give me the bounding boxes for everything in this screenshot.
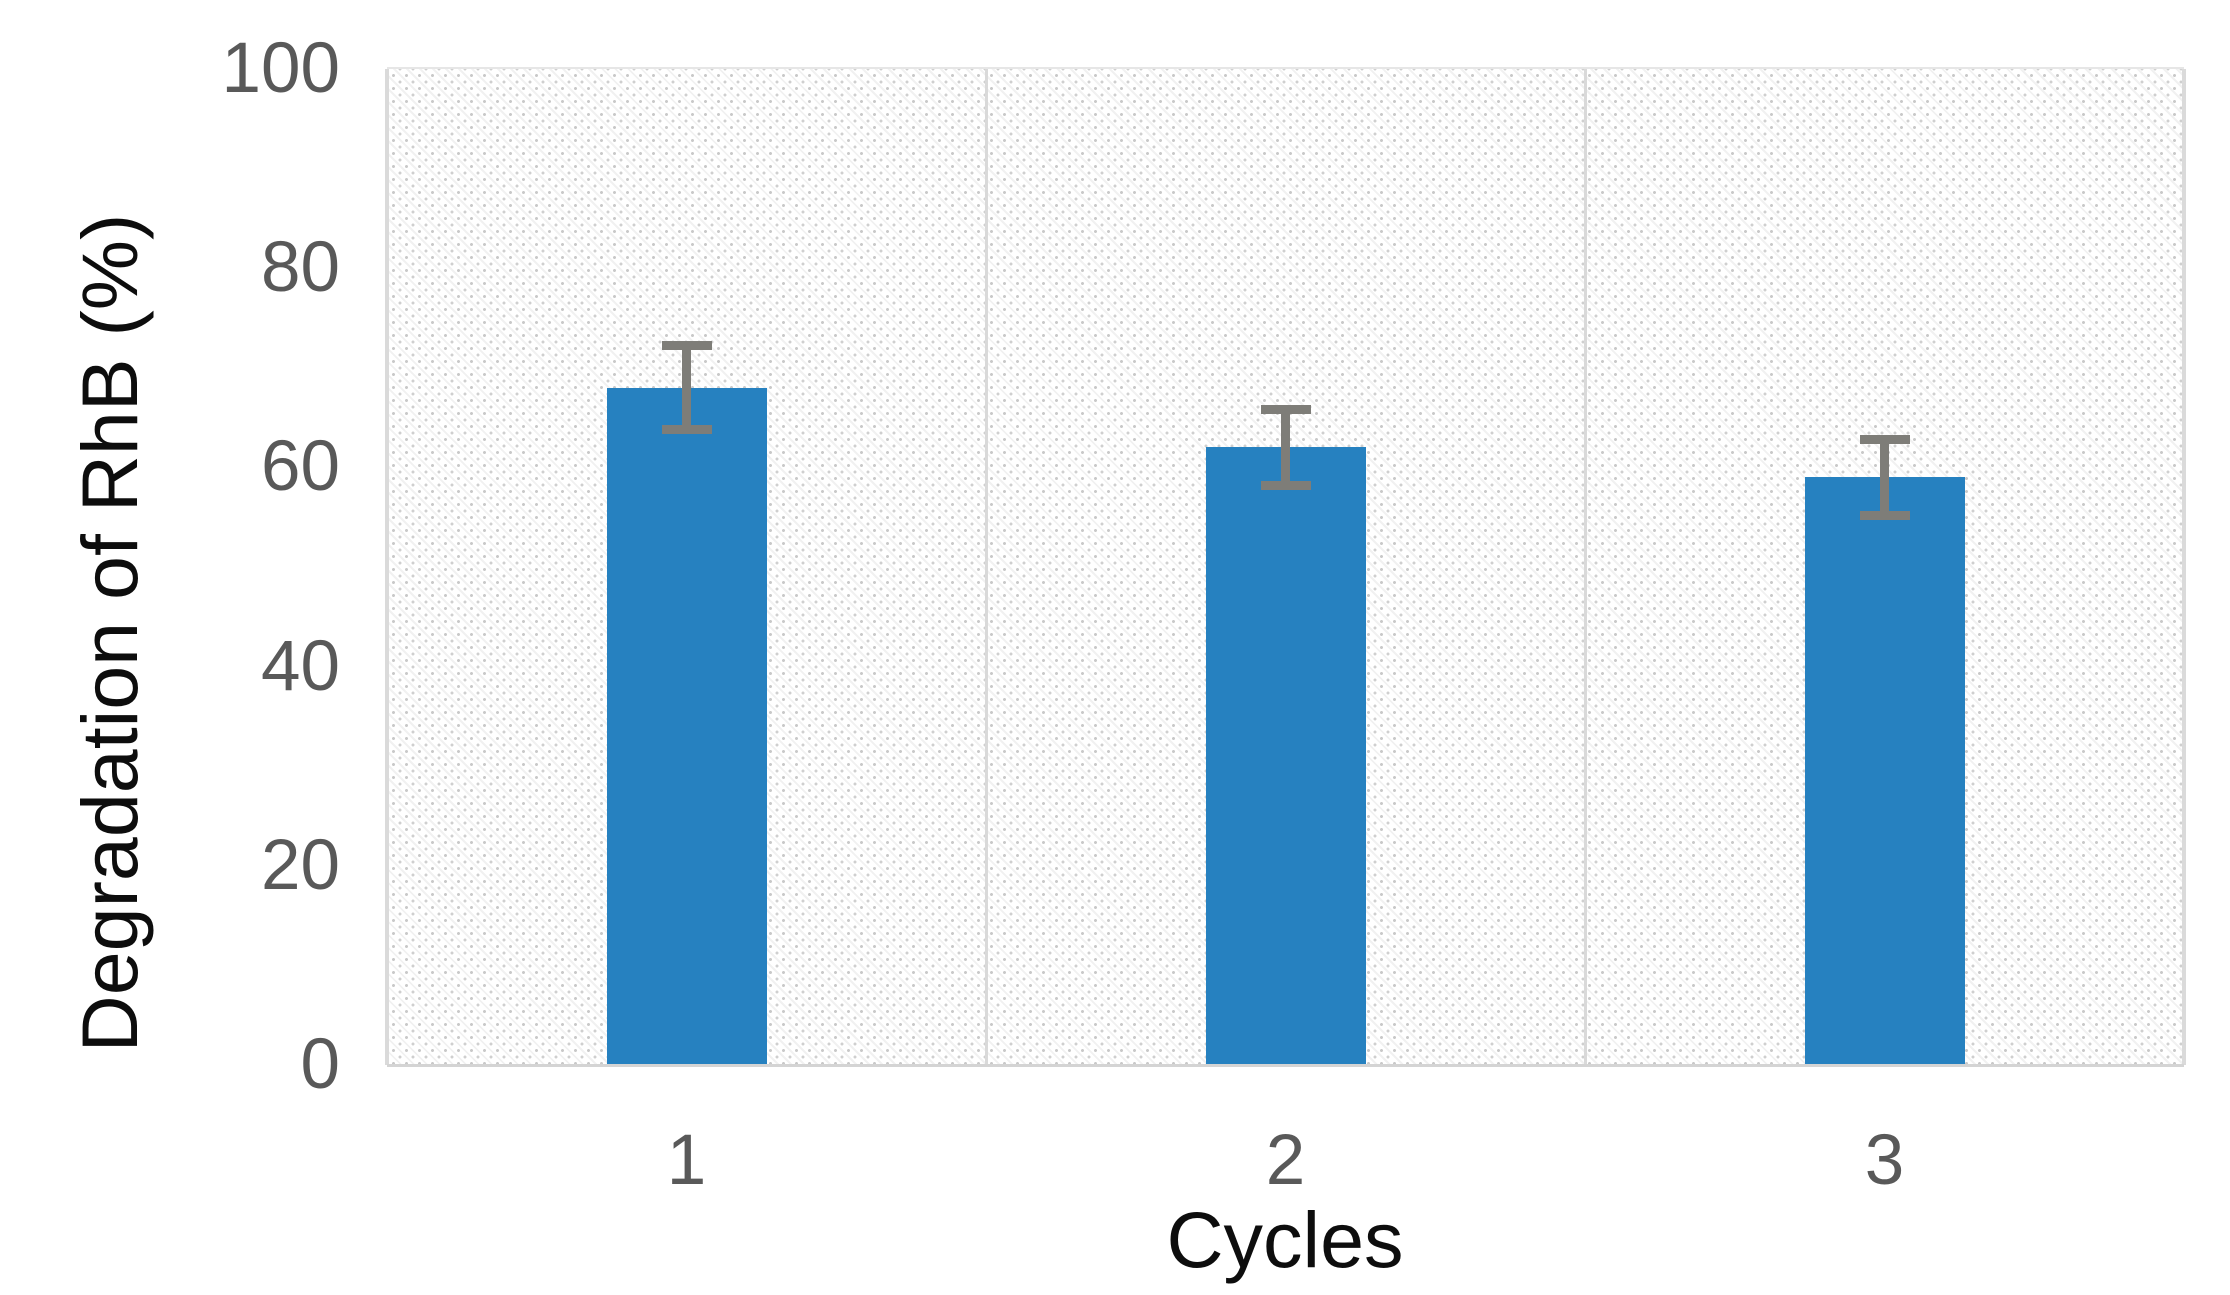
error-bar-cap-bottom bbox=[1859, 510, 1910, 520]
y-axis-tick-label: 100 bbox=[221, 29, 340, 108]
error-bar-cap-bottom bbox=[1260, 480, 1311, 490]
x-axis-line bbox=[387, 1064, 2184, 1067]
error-bar-stem bbox=[682, 345, 691, 430]
plot-border-left bbox=[385, 69, 389, 1065]
error-bar-cap-top bbox=[1859, 435, 1910, 444]
error-bar-cap-bottom bbox=[661, 425, 712, 435]
error-bar-cap-top bbox=[1260, 405, 1311, 415]
x-axis-tick-label: 3 bbox=[1864, 1121, 1905, 1200]
x-axis-tick-label: 2 bbox=[1265, 1121, 1306, 1200]
bar bbox=[1804, 477, 1965, 1065]
x-axis-title: Cycles bbox=[1166, 1195, 1404, 1284]
panel-divider bbox=[984, 69, 988, 1065]
error-bar-stem bbox=[1281, 409, 1290, 486]
y-axis-tick-label: 60 bbox=[261, 427, 340, 507]
y-axis-tick-label: 20 bbox=[261, 825, 340, 905]
bar bbox=[606, 387, 767, 1065]
error-bar-cap-top bbox=[661, 341, 712, 351]
x-axis-tick-label: 1 bbox=[666, 1121, 707, 1200]
error-bar-stem bbox=[1880, 439, 1889, 516]
plot-border-right bbox=[2182, 69, 2186, 1065]
plot-area bbox=[387, 69, 2184, 1065]
panel-divider bbox=[1583, 69, 1587, 1065]
plot-border-top bbox=[387, 67, 2184, 69]
y-axis-tick-label: 80 bbox=[261, 228, 340, 308]
y-axis-tick-label: 40 bbox=[261, 626, 340, 706]
y-axis-tick-label: 0 bbox=[300, 1025, 341, 1104]
bar bbox=[1205, 447, 1366, 1065]
